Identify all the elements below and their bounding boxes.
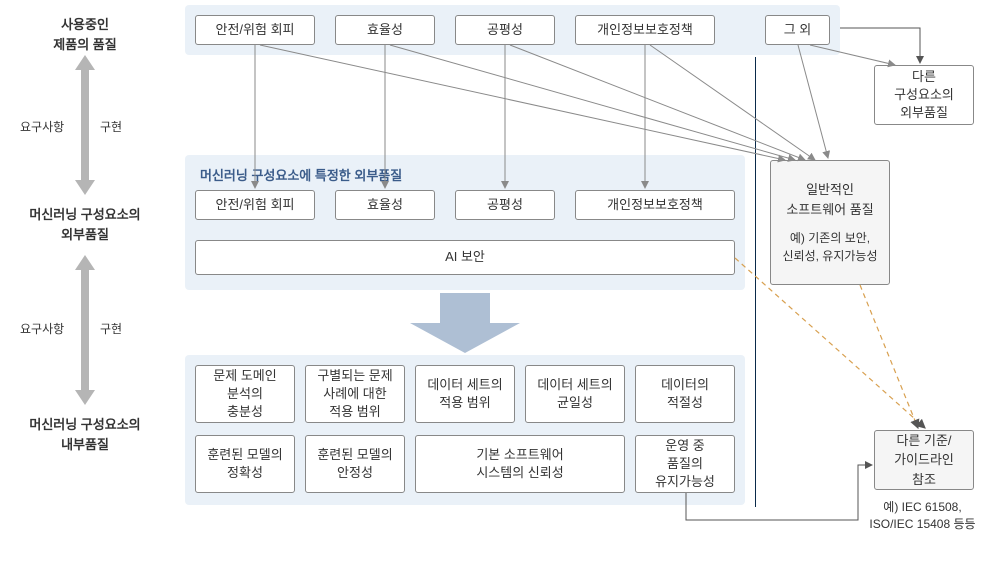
box-top-b-text: 효율성 — [367, 21, 403, 39]
box-bot-r1c1: 문제 도메인분석의충분성 — [195, 365, 295, 423]
box-bot-r2c3: 기본 소프트웨어시스템의 신뢰성 — [415, 435, 625, 493]
box-mid-full: AI 보안 — [195, 240, 735, 275]
box-bot-r1c3-text: 데이터 세트의적용 범위 — [427, 376, 502, 412]
bidir-label-1-left: 요구사항 — [20, 118, 64, 135]
box-bot-r2c1: 훈련된 모델의정확성 — [195, 435, 295, 493]
layer-label-mid: 머신러닝 구성요소의외부품질 — [10, 205, 160, 244]
box-top-e-text: 그 외 — [784, 21, 812, 39]
box-right-guide-text: 다른 기준/가이드라인참조 — [894, 431, 954, 490]
box-bot-r1c2-text: 구별되는 문제사례에 대한적용 범위 — [317, 367, 392, 422]
bidir-arrow-2 — [75, 255, 95, 405]
box-top-a-text: 안전/위험 회피 — [216, 21, 295, 39]
panel-mid-title: 머신러닝 구성요소에 특정한 외부품질 — [200, 165, 402, 184]
box-bot-r1c5-text: 데이터의적절성 — [661, 376, 709, 412]
vert-separator — [755, 57, 756, 507]
layer-label-top: 사용중인제품의 품질 — [10, 15, 160, 54]
box-top-d-text: 개인정보보호정책 — [597, 21, 693, 39]
box-top-a: 안전/위험 회피 — [195, 15, 315, 45]
layer-label-mid-text: 머신러닝 구성요소의외부품질 — [29, 207, 140, 242]
box-mid-d: 개인정보보호정책 — [575, 190, 735, 220]
box-top-c: 공평성 — [455, 15, 555, 45]
box-bot-r1c4-text: 데이터 세트의균일성 — [537, 376, 612, 412]
box-bot-r2c4-text: 운영 중품질의유지가능성 — [655, 437, 715, 492]
box-right-guide: 다른 기준/가이드라인참조 — [874, 430, 974, 490]
box-bot-r1c1-text: 문제 도메인분석의충분성 — [213, 367, 276, 422]
box-bot-r1c3: 데이터 세트의적용 범위 — [415, 365, 515, 423]
box-bot-r1c4: 데이터 세트의균일성 — [525, 365, 625, 423]
box-bot-r2c1-text: 훈련된 모델의정확성 — [207, 446, 282, 482]
layer-label-bot-text: 머신러닝 구성요소의내부품질 — [29, 417, 140, 452]
box-top-c-text: 공평성 — [487, 21, 523, 39]
box-mid-d-text: 개인정보보호정책 — [607, 196, 703, 214]
bidir-label-2-right: 구현 — [100, 320, 122, 337]
box-bot-r2c4: 운영 중품질의유지가능성 — [635, 435, 735, 493]
box-bot-r2c3-text: 기본 소프트웨어시스템의 신뢰성 — [476, 446, 563, 482]
box-right-ext: 다른구성요소의외부품질 — [874, 65, 974, 125]
bidir-arrow-1 — [75, 55, 95, 195]
box-bot-r1c2: 구별되는 문제사례에 대한적용 범위 — [305, 365, 405, 423]
box-top-d: 개인정보보호정책 — [575, 15, 715, 45]
layer-label-bot: 머신러닝 구성요소의내부품질 — [10, 415, 160, 454]
bidir-label-1-right: 구현 — [100, 118, 122, 135]
box-mid-b-text: 효율성 — [367, 196, 403, 214]
bidir-label-2-left: 요구사항 — [20, 320, 64, 337]
box-bot-r1c5: 데이터의적절성 — [635, 365, 735, 423]
box-mid-c: 공평성 — [455, 190, 555, 220]
box-top-e: 그 외 — [765, 15, 830, 45]
box-bot-r2c2: 훈련된 모델의안정성 — [305, 435, 405, 493]
box-right-sw-sub: 예) 기존의 보안,신뢰성, 유지가능성 — [783, 229, 878, 265]
box-right-ext-text: 다른구성요소의외부품질 — [894, 68, 954, 123]
caption-right-guide: 예) IEC 61508,ISO/IEC 15408 등등 — [855, 498, 990, 532]
box-mid-a-text: 안전/위험 회피 — [216, 196, 295, 214]
box-mid-b: 효율성 — [335, 190, 435, 220]
box-mid-c-text: 공평성 — [487, 196, 523, 214]
box-mid-full-text: AI 보안 — [445, 248, 485, 266]
layer-label-top-text: 사용중인제품의 품질 — [53, 17, 116, 52]
box-right-sw: 일반적인소프트웨어 품질 예) 기존의 보안,신뢰성, 유지가능성 — [770, 160, 890, 285]
box-bot-r2c2-text: 훈련된 모델의안정성 — [317, 446, 392, 482]
box-top-b: 효율성 — [335, 15, 435, 45]
box-mid-a: 안전/위험 회피 — [195, 190, 315, 220]
big-arrow-down — [410, 293, 520, 353]
box-right-sw-main: 일반적인소프트웨어 품질 — [786, 180, 873, 219]
